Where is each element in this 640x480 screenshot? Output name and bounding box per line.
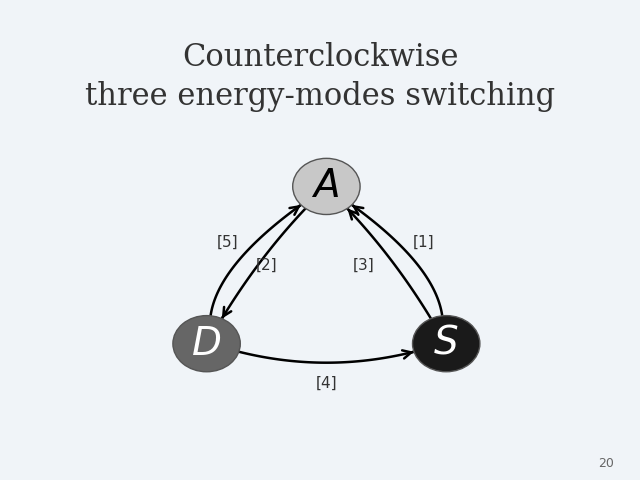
Text: [4]: [4] xyxy=(316,375,337,391)
Text: three energy-modes switching: three energy-modes switching xyxy=(85,81,555,111)
Text: [2]: [2] xyxy=(256,258,277,273)
Ellipse shape xyxy=(173,316,240,372)
Text: A: A xyxy=(313,168,340,205)
Ellipse shape xyxy=(413,316,480,372)
Text: D: D xyxy=(191,324,221,363)
Text: [5]: [5] xyxy=(216,235,238,250)
Text: [1]: [1] xyxy=(413,235,435,250)
Ellipse shape xyxy=(292,158,360,215)
Text: Counterclockwise: Counterclockwise xyxy=(182,42,458,73)
Text: S: S xyxy=(434,324,458,363)
Text: 20: 20 xyxy=(598,457,614,470)
Text: [3]: [3] xyxy=(353,258,374,273)
